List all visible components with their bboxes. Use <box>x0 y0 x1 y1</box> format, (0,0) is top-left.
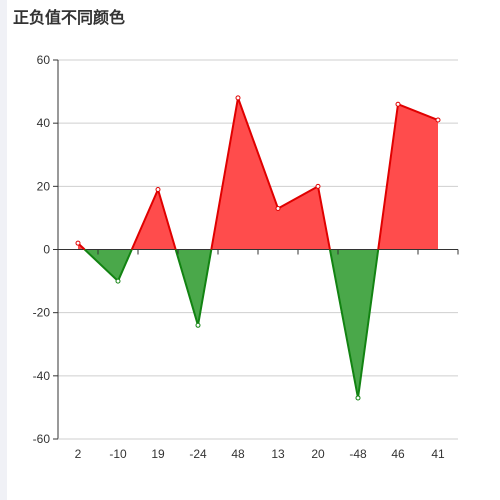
y-tick-label: 0 <box>43 243 50 257</box>
data-point <box>75 240 81 246</box>
data-point <box>155 186 161 192</box>
positive-area <box>211 97 330 250</box>
y-tick-label: -60 <box>33 432 51 446</box>
data-point <box>435 117 441 123</box>
positive-area <box>131 189 176 250</box>
x-tick-label: 48 <box>231 447 245 461</box>
y-tick-label: 40 <box>37 116 51 130</box>
x-tick-label: -48 <box>349 447 367 461</box>
chart-title: 正负值不同颜色 <box>13 8 126 27</box>
x-tick-label: 46 <box>391 447 405 461</box>
negative-area <box>84 249 132 282</box>
y-tick-label: 60 <box>37 53 51 67</box>
data-point <box>395 101 401 107</box>
left-edge-strip <box>0 0 7 500</box>
axes <box>53 59 459 440</box>
x-tick-label: 2 <box>75 447 82 461</box>
tick-labels: 60 40 20 0 -20 -40 -60 2 -10 19 -24 48 13 20 -48 46 41 <box>33 53 445 461</box>
y-tick-label: 20 <box>37 179 51 193</box>
y-tick-label: -20 <box>33 306 51 320</box>
x-tick-label: 13 <box>271 447 285 461</box>
x-tick-label: -24 <box>189 447 207 461</box>
data-point <box>115 278 121 284</box>
negative-area <box>329 249 379 398</box>
data-point <box>355 395 361 401</box>
x-tick-label: 20 <box>311 447 325 461</box>
data-point <box>195 322 201 328</box>
negative-area <box>175 249 212 326</box>
x-tick-label: -10 <box>109 447 127 461</box>
y-tick-label: -40 <box>33 369 51 383</box>
data-point <box>275 205 281 211</box>
data-points <box>75 95 441 401</box>
data-point <box>235 95 241 101</box>
data-point <box>315 183 321 189</box>
x-tick-label: 19 <box>151 447 165 461</box>
x-tick-label: 41 <box>431 447 445 461</box>
